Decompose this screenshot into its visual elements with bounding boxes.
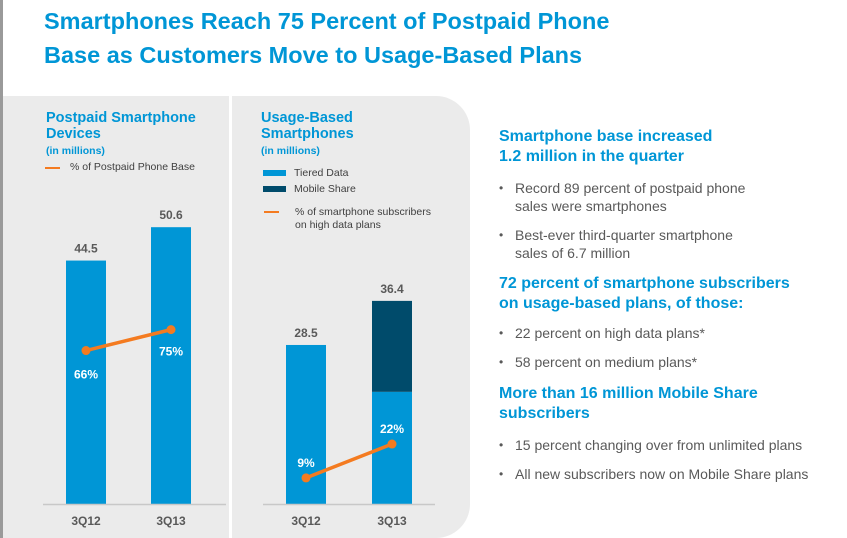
right-section-3: More than 16 million Mobile Share subscri… <box>499 384 839 483</box>
chart2-subtitle: (in millions) <box>261 145 320 157</box>
title-line-2: Base as Customers Move to Usage-Based Pl… <box>44 42 583 68</box>
bar-value-label: 50.6 <box>159 208 183 222</box>
pct-label: 9% <box>297 456 315 470</box>
bullet-item: Record 89 percent of postpaid phone sales… <box>499 179 839 215</box>
slide-edge <box>0 0 3 538</box>
bar-3q12-0 <box>66 260 106 504</box>
right-section-2: 72 percent of smartphone subscribers on u… <box>499 274 839 371</box>
pct-label: 66% <box>74 368 98 382</box>
x-tick-label: 3Q12 <box>71 514 101 528</box>
bullet-item: 22 percent on high data plans* <box>499 324 839 342</box>
bullet-item: Best-ever third-quarter smartphone sales … <box>499 226 839 262</box>
chart1-subtitle: (in millions) <box>46 145 105 157</box>
chart1-title-line: Devices <box>46 126 101 142</box>
x-tick-label: 3Q13 <box>377 514 407 528</box>
chart2-title: Usage-Based Smartphones <box>261 110 354 142</box>
bar-value-label: 44.5 <box>74 242 98 256</box>
x-tick-label: 3Q12 <box>291 514 321 528</box>
bar-3q13-0 <box>151 227 191 504</box>
right-section-1: Smartphone base increased 1.2 million in … <box>499 127 839 262</box>
pct-point <box>166 325 176 335</box>
slide-title: Smartphones Reach 75 Percent of Postpaid… <box>44 4 609 72</box>
pct-label: 22% <box>380 422 404 436</box>
x-tick-label: 3Q13 <box>156 514 186 528</box>
legend-high-data-line: % of smartphone subscribers <box>295 206 431 218</box>
heading-line: 72 percent of smartphone subscribers <box>499 275 790 292</box>
chart-panel-usage <box>232 96 470 538</box>
bullet-item: All new subscribers now on Mobile Share … <box>499 465 839 483</box>
heading-line: subscribers <box>499 405 590 422</box>
legend-high-data-line: on high data plans <box>295 219 381 231</box>
bullet-item: 58 percent on medium plans* <box>499 353 839 371</box>
legend-swatch-mobile-share <box>263 186 286 192</box>
bullet-line: Best-ever third-quarter smartphone <box>515 227 733 243</box>
title-line-1: Smartphones Reach 75 Percent of Postpaid… <box>44 8 610 34</box>
chart1-title-line: Postpaid Smartphone <box>46 110 196 126</box>
chart2-title-line: Usage-Based <box>261 110 353 126</box>
bullet-line: All new subscribers now on Mobile Share … <box>515 466 809 482</box>
heading-line: 1.2 million in the quarter <box>499 148 684 165</box>
heading-line: Smartphone base increased <box>499 128 713 145</box>
chart1-title: Postpaid Smartphone Devices <box>46 110 196 142</box>
section-heading: More than 16 million Mobile Share subscri… <box>499 384 839 424</box>
pct-line <box>85 327 172 353</box>
bullet-line: sales were smartphones <box>515 198 667 214</box>
bullet-line: sales of 6.7 million <box>515 245 631 261</box>
legend-pct-postpaid: % of Postpaid Phone Base <box>70 161 195 173</box>
legend-line-swatch <box>45 167 60 169</box>
pct-point <box>301 473 311 483</box>
legend-high-data: % of smartphone subscribers on high data… <box>295 206 431 232</box>
heading-line: on usage-based plans, of those: <box>499 295 744 312</box>
legend-mobile-share: Mobile Share <box>294 183 356 195</box>
pct-point <box>387 439 397 449</box>
legend-swatch-tiered <box>263 170 286 176</box>
section-heading: Smartphone base increased 1.2 million in … <box>499 127 839 167</box>
legend-line-swatch <box>264 211 279 213</box>
bar-3q13-1 <box>372 300 412 392</box>
bullet-line: 15 percent changing over from unlimited … <box>515 437 803 453</box>
bullet-line: 58 percent on medium plans* <box>515 354 698 370</box>
legend-tiered: Tiered Data <box>294 167 349 179</box>
pct-label: 75% <box>159 345 183 359</box>
bar-value-label: 28.5 <box>294 326 318 340</box>
bullet-item: 15 percent changing over from unlimited … <box>499 436 839 454</box>
heading-line: More than 16 million Mobile Share <box>499 385 758 402</box>
bullet-line: 22 percent on high data plans* <box>515 325 705 341</box>
bullet-line: Record 89 percent of postpaid phone <box>515 180 746 196</box>
chart-panel-postpaid <box>3 96 229 538</box>
section-heading: 72 percent of smartphone subscribers on u… <box>499 274 839 314</box>
pct-point <box>81 346 91 356</box>
bar-value-label: 36.4 <box>380 282 404 296</box>
chart2-title-line: Smartphones <box>261 126 354 142</box>
pct-line <box>305 442 393 480</box>
